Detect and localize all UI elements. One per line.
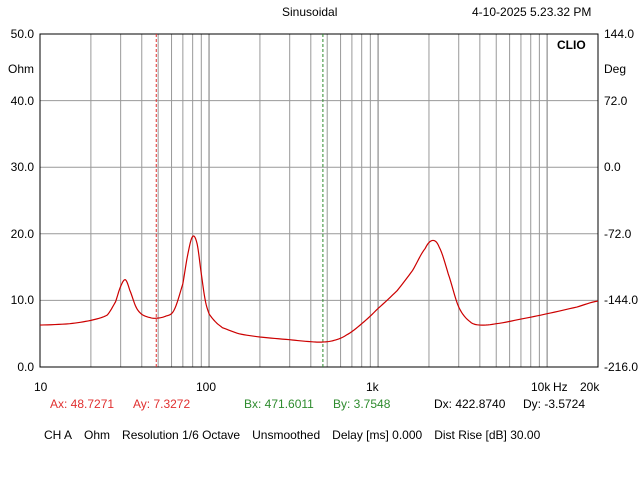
- cursor-a-x: Ax: 48.7271: [50, 397, 115, 411]
- data-point: [164, 315, 167, 318]
- data-point: [215, 321, 218, 324]
- dist-rise-label: Dist Rise [dB] 30.00: [434, 428, 541, 442]
- left-tick: 50.0: [10, 27, 34, 41]
- data-point: [377, 307, 380, 310]
- delay-label: Delay [ms] 0.000: [332, 428, 423, 442]
- x-tick: 100: [196, 380, 217, 394]
- cursor-a-y: Ay: 7.3272: [133, 397, 191, 411]
- impedance-curve: [39, 235, 599, 343]
- data-point: [181, 282, 184, 285]
- data-point: [200, 272, 203, 275]
- right-tick: 72.0: [604, 94, 628, 108]
- right-tick: -72.0: [604, 227, 632, 241]
- x-tick: 10: [34, 380, 48, 394]
- channel-label: CH A: [44, 428, 73, 442]
- x-unit: Hz: [553, 380, 568, 394]
- data-point: [114, 300, 117, 303]
- data-point: [495, 322, 498, 325]
- data-point: [457, 306, 460, 309]
- data-point: [172, 309, 175, 312]
- delta-y: Dy: -3.5724: [523, 397, 586, 411]
- data-point: [191, 235, 194, 238]
- grid: [39, 33, 599, 368]
- data-point: [396, 289, 399, 292]
- data-point: [597, 300, 600, 303]
- data-point: [68, 322, 71, 325]
- data-point: [119, 285, 122, 288]
- x-tick: 20k: [580, 380, 600, 394]
- plot-frame: [39, 33, 599, 368]
- left-tick: 30.0: [10, 160, 34, 174]
- data-point: [208, 312, 211, 315]
- right-tick: -216.0: [604, 360, 639, 374]
- data-point: [309, 340, 312, 343]
- data-point: [106, 314, 109, 317]
- data-point: [204, 299, 207, 302]
- cursor-lines: [155, 34, 324, 367]
- data-point: [128, 289, 131, 292]
- data-point: [411, 269, 414, 272]
- measurement-mode: Sinusoidal: [282, 5, 338, 19]
- data-point: [447, 272, 450, 275]
- data-point: [519, 318, 522, 321]
- data-point: [135, 306, 138, 309]
- cursor-b-x: Bx: 471.6011: [244, 397, 314, 411]
- data-point: [469, 320, 472, 323]
- x-tick: 1k: [366, 380, 379, 394]
- data-point: [39, 324, 42, 327]
- status-line: CH A Ohm Resolution 1/6 Octave Unsmoothed De…: [44, 428, 552, 442]
- data-point: [575, 306, 578, 309]
- data-point: [196, 242, 199, 245]
- data-point: [438, 246, 441, 249]
- data-point: [345, 334, 348, 337]
- data-point: [149, 316, 152, 319]
- cursor-b-y: By: 3.7548: [333, 397, 391, 411]
- left-tick: 20.0: [10, 227, 34, 241]
- data-point: [431, 239, 434, 242]
- right-tick: -144.0: [604, 293, 639, 307]
- smoothing-label: Unsmoothed: [252, 428, 321, 442]
- left-tick: 0.0: [17, 360, 34, 374]
- data-point: [546, 312, 549, 315]
- data-point: [124, 278, 127, 281]
- left-tick: 40.0: [10, 94, 34, 108]
- data-point: [221, 326, 224, 329]
- data-points: [39, 235, 600, 344]
- data-point: [424, 247, 427, 250]
- x-tick: 10k: [531, 380, 551, 394]
- data-point: [333, 339, 336, 342]
- left-axis-unit: Ohm: [8, 62, 35, 76]
- left-tick: 10.0: [10, 293, 34, 307]
- right-tick: 144.0: [604, 27, 635, 41]
- brand-logo: CLIO: [557, 38, 586, 52]
- data-point: [140, 313, 143, 316]
- data-point: [288, 338, 291, 341]
- right-tick: 0.0: [604, 160, 621, 174]
- data-point: [478, 324, 481, 327]
- data-point: [258, 336, 261, 339]
- data-point: [237, 332, 240, 335]
- right-axis-unit: Deg: [604, 62, 627, 76]
- data-point: [186, 252, 189, 255]
- delta-x: Dx: 422.8740: [434, 397, 506, 411]
- unit-label: Ohm: [84, 428, 111, 442]
- data-point: [321, 341, 324, 344]
- resolution-label: Resolution 1/6 Octave: [122, 428, 241, 442]
- data-point: [89, 319, 92, 322]
- timestamp: 4-10-2025 5.23.32 PM: [472, 5, 592, 19]
- data-point: [360, 322, 363, 325]
- data-point: [155, 317, 158, 320]
